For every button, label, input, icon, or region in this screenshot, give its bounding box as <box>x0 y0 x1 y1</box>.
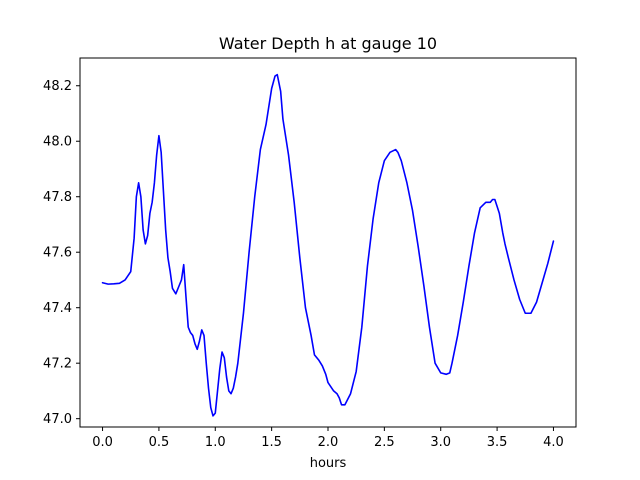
y-tick-label: 47.8 <box>43 190 72 205</box>
x-axis-ticks: 0.0 0.5 1.0 1.5 2.0 2.5 3.0 3.5 4.0 <box>92 427 564 450</box>
y-tick-label: 48.2 <box>43 79 72 94</box>
y-tick-label: 47.4 <box>43 301 72 316</box>
y-tick-label: 47.2 <box>43 357 72 372</box>
plot-area <box>101 73 555 417</box>
chart-title: Water Depth h at gauge 10 <box>219 34 437 53</box>
y-tick-label: 47.0 <box>43 412 72 427</box>
x-tick-label: 1.0 <box>205 435 226 450</box>
series-line-0 <box>101 73 555 417</box>
x-tick-label: 2.5 <box>374 435 395 450</box>
x-tick-label: 0.0 <box>92 435 113 450</box>
x-tick-label: 0.5 <box>149 435 170 450</box>
axes-frame <box>79 57 577 428</box>
y-tick-label: 47.6 <box>43 246 72 261</box>
x-tick-label: 4.0 <box>543 435 564 450</box>
x-tick-label: 3.5 <box>487 435 508 450</box>
y-tick-label: 48.0 <box>43 135 72 150</box>
x-tick-label: 2.0 <box>318 435 339 450</box>
x-axis-label: hours <box>310 456 347 471</box>
x-tick-label: 3.0 <box>430 435 451 450</box>
y-axis-ticks: 47.0 47.2 47.4 47.6 47.8 48.0 48.2 <box>43 79 80 427</box>
x-tick-label: 1.5 <box>261 435 282 450</box>
